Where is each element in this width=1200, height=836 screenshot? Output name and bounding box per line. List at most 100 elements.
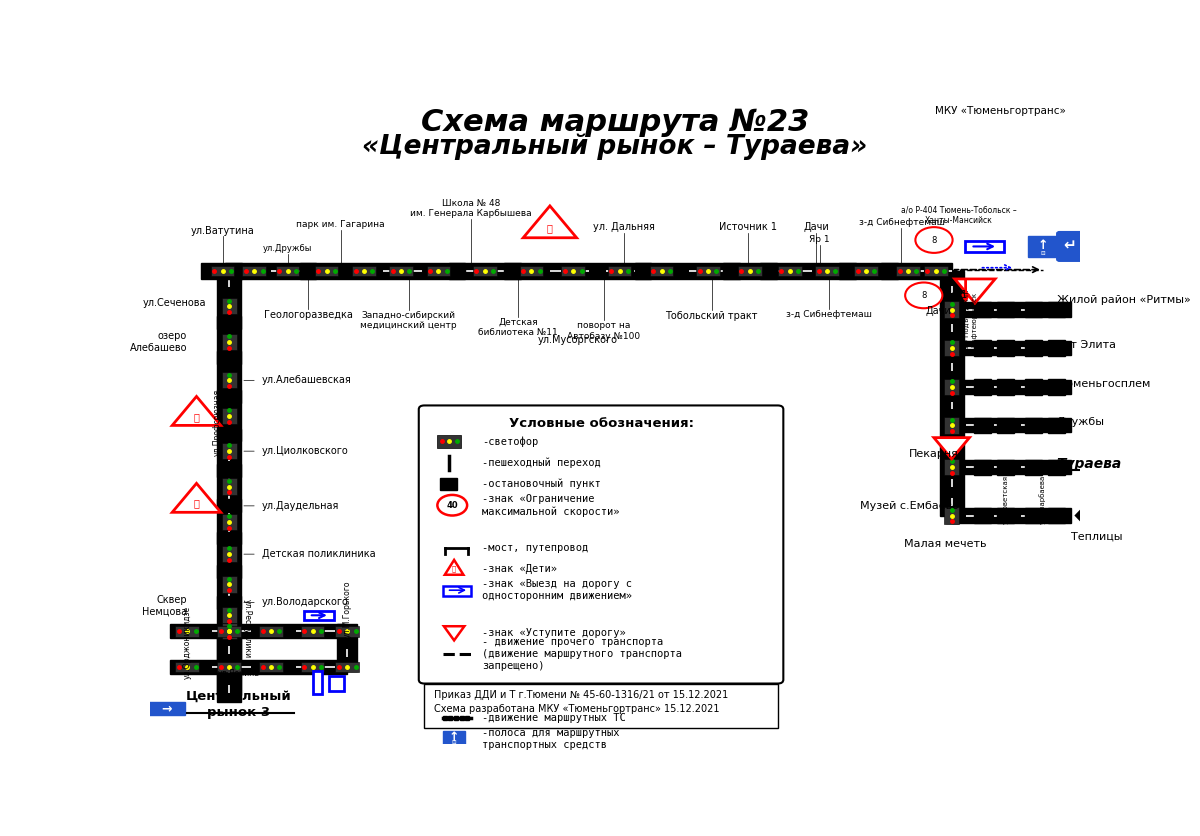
Text: ↑: ↑ xyxy=(1038,239,1048,252)
Bar xyxy=(301,661,324,672)
Bar xyxy=(202,263,952,279)
Text: парк им. Гагарина: парк им. Гагарина xyxy=(296,220,385,229)
Text: 8: 8 xyxy=(931,236,937,244)
Bar xyxy=(425,684,778,728)
Text: -полоса для маршрутных
транспортных средств: -полоса для маршрутных транспортных сред… xyxy=(482,727,619,750)
Bar xyxy=(1025,460,1042,475)
Text: ⊟: ⊟ xyxy=(451,740,456,745)
Bar xyxy=(997,507,1014,523)
Bar xyxy=(1025,507,1042,523)
Text: а/б Подъезд к п.
Нефтеюрсинск: а/б Подъезд к п. Нефтеюрсинск xyxy=(964,288,977,349)
Text: Дружбы: Дружбы xyxy=(1057,417,1105,427)
Bar xyxy=(222,334,236,349)
Text: Яр 1: Яр 1 xyxy=(946,290,967,300)
Text: ⊟: ⊟ xyxy=(1040,251,1045,256)
Bar xyxy=(562,266,584,276)
Bar xyxy=(217,565,241,578)
Bar xyxy=(217,429,241,441)
Polygon shape xyxy=(173,396,221,426)
Text: ул.Азарбаева: ул.Азарбаева xyxy=(1039,475,1046,524)
Text: Геологоразведка: Геологоразведка xyxy=(264,309,353,319)
Bar xyxy=(277,267,298,275)
Bar xyxy=(1049,302,1066,317)
Bar xyxy=(1025,340,1042,356)
Bar xyxy=(223,578,235,592)
Bar xyxy=(217,626,241,636)
Bar xyxy=(337,627,358,635)
Bar xyxy=(218,627,239,635)
Text: -пешеходный переход: -пешеходный переход xyxy=(482,457,601,468)
Bar xyxy=(1049,507,1066,523)
Bar xyxy=(222,607,236,624)
Circle shape xyxy=(916,227,953,252)
Bar xyxy=(260,663,281,671)
Text: Тобольский тракт: Тобольский тракт xyxy=(666,311,758,321)
Bar xyxy=(305,611,334,619)
Text: Детская поликлиника: Детская поликлиника xyxy=(262,549,376,559)
Bar xyxy=(223,334,235,349)
Polygon shape xyxy=(523,206,577,237)
Bar xyxy=(504,263,521,279)
Bar xyxy=(217,639,241,695)
Text: ⛹: ⛹ xyxy=(193,498,199,508)
Text: - движение прочего транспорта
(движение маршрутного транспорта
запрещено): - движение прочего транспорта (движение … xyxy=(482,636,682,671)
Text: Сквер
Немцова: Сквер Немцова xyxy=(142,595,187,616)
Bar xyxy=(839,263,856,279)
Text: -знак «Выезд на дорогу с
односторонним движением»: -знак «Выезд на дорогу с односторонним д… xyxy=(482,579,632,601)
Bar xyxy=(440,478,457,490)
Bar xyxy=(223,624,235,639)
Bar xyxy=(175,661,199,672)
Bar xyxy=(222,443,236,459)
Bar xyxy=(218,663,239,671)
Bar xyxy=(608,266,631,276)
Bar xyxy=(222,298,236,314)
Bar xyxy=(940,271,964,516)
Circle shape xyxy=(905,283,942,308)
Bar xyxy=(223,547,235,561)
Bar xyxy=(1049,340,1066,356)
Bar xyxy=(223,480,235,493)
Bar xyxy=(946,508,958,522)
Text: «Центральный рынок – Тураева»: «Центральный рынок – Тураева» xyxy=(362,134,868,160)
Bar xyxy=(965,241,1003,252)
Text: снт Элита: снт Элита xyxy=(1057,340,1116,350)
Text: Малая мечеть: Малая мечеть xyxy=(905,539,986,549)
Text: -светофор: -светофор xyxy=(482,436,539,446)
Bar xyxy=(222,408,236,424)
Bar xyxy=(974,418,991,433)
Bar xyxy=(259,626,283,636)
Text: Яр 1: Яр 1 xyxy=(809,235,830,244)
Text: Дачи: Дачи xyxy=(925,306,952,316)
Bar xyxy=(952,380,1070,394)
Bar xyxy=(354,267,374,275)
Polygon shape xyxy=(173,483,221,512)
Bar xyxy=(259,661,283,672)
Text: Дачи: Дачи xyxy=(803,222,829,232)
Bar xyxy=(217,532,241,544)
Text: ул.Советская: ул.Советская xyxy=(1003,475,1008,524)
Bar xyxy=(760,263,776,279)
Bar xyxy=(276,266,299,276)
Text: ул.Сеченова: ул.Сеченова xyxy=(143,298,206,308)
Text: ⛹: ⛹ xyxy=(452,565,456,572)
Bar xyxy=(952,418,1070,432)
Bar xyxy=(1049,460,1066,475)
Bar xyxy=(222,478,236,495)
Text: ул.Профсоюзная: ул.Профсоюзная xyxy=(212,389,222,456)
Text: ⛹: ⛹ xyxy=(193,411,199,421)
Text: Жилой район «Ритмы»: Жилой район «Ритмы» xyxy=(1057,295,1190,305)
Bar xyxy=(925,267,946,275)
Bar xyxy=(780,267,800,275)
Bar xyxy=(212,267,233,275)
Text: ул.Дружбы: ул.Дружбы xyxy=(263,244,312,252)
Text: ↵: ↵ xyxy=(1063,239,1076,254)
Bar xyxy=(946,303,958,317)
Text: Схема маршрута №23: Схема маршрута №23 xyxy=(421,109,809,137)
Text: Детская
библиотека №11: Детская библиотека №11 xyxy=(479,317,558,337)
Text: Западно-сибирский
медицинский центр: Западно-сибирский медицинский центр xyxy=(360,311,457,330)
Bar xyxy=(946,341,958,355)
Bar xyxy=(974,460,991,475)
Text: з-д Сибнефтемаш: з-д Сибнефтемаш xyxy=(786,309,872,319)
Bar xyxy=(352,266,376,276)
Bar xyxy=(223,515,235,529)
